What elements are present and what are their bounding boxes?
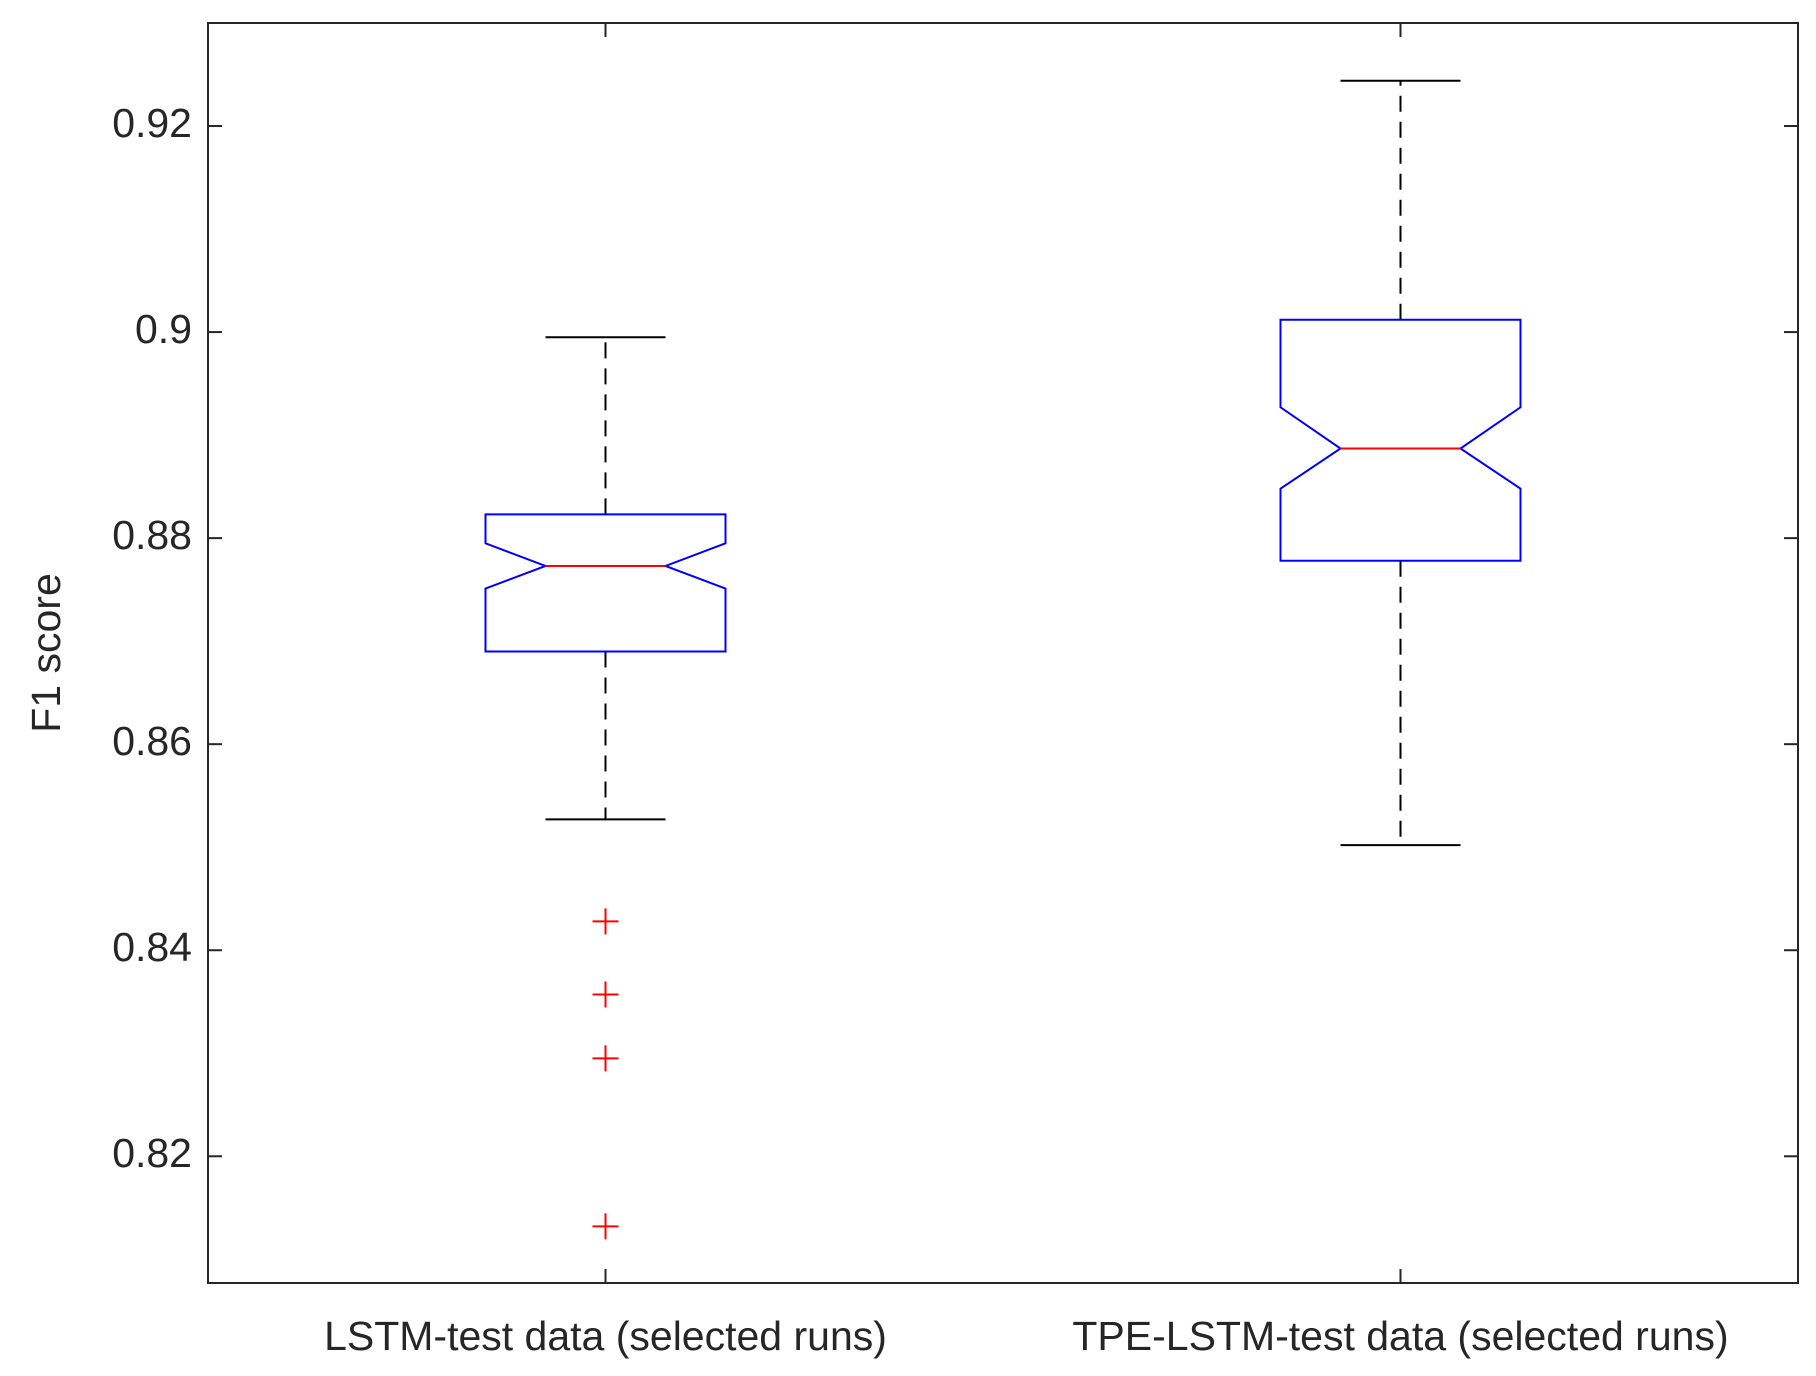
y-tick-label: 0.82 [112,1130,192,1176]
y-axis-label: F1 score [23,573,69,733]
outlier [592,1213,619,1240]
x-tick-label: LSTM-test data (selected runs) [324,1313,887,1359]
box [1279,318,1522,562]
plot-frame [207,22,1799,1284]
box [484,513,727,653]
y-tick-label: 0.84 [112,924,192,970]
y-tick-label: 0.88 [112,512,192,558]
y-tick-label: 0.92 [112,100,192,146]
x-tick-label: TPE-LSTM-test data (selected runs) [1072,1313,1728,1359]
y-tick-label: 0.86 [112,718,192,764]
outlier [592,981,619,1008]
y-tick-label: 0.9 [135,306,192,352]
outlier [592,908,619,935]
outlier [592,1045,619,1072]
